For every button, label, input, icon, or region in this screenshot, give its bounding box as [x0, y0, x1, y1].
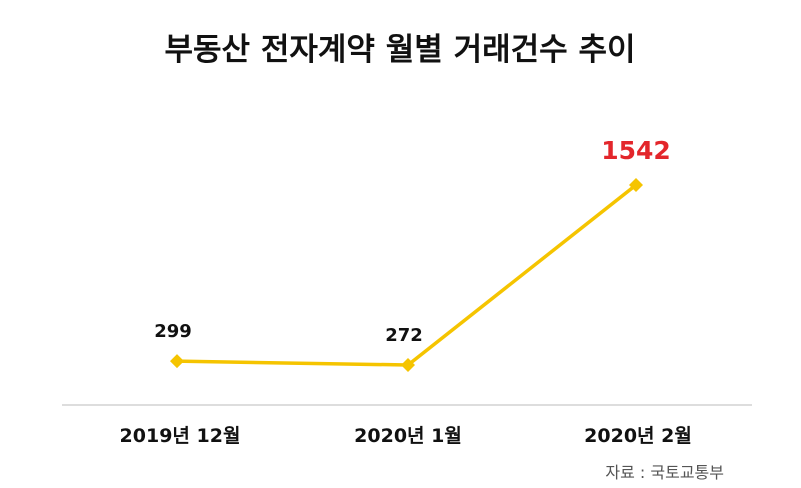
- marker-layer: [170, 178, 643, 372]
- x-tick-label: 2020년 1월: [354, 425, 462, 447]
- x-tick-label: 2019년 12월: [120, 425, 241, 447]
- data-label: 1542: [601, 136, 671, 165]
- source-note: 자료 : 국토교통부: [605, 463, 724, 482]
- data-label-layer: 299 272 1542: [154, 136, 671, 346]
- data-label: 299: [154, 321, 192, 342]
- chart-title: 부동산 전자계약 월별 거래건수 추이: [165, 32, 636, 68]
- data-point-marker: [170, 354, 184, 369]
- x-tick-label: 2020년 2월: [584, 425, 692, 447]
- data-point-marker: [629, 178, 643, 192]
- data-label: 272: [385, 325, 423, 346]
- data-point-marker: [401, 358, 415, 372]
- x-tick-layer: 2019년 12월 2020년 1월 2020년 2월: [120, 425, 692, 447]
